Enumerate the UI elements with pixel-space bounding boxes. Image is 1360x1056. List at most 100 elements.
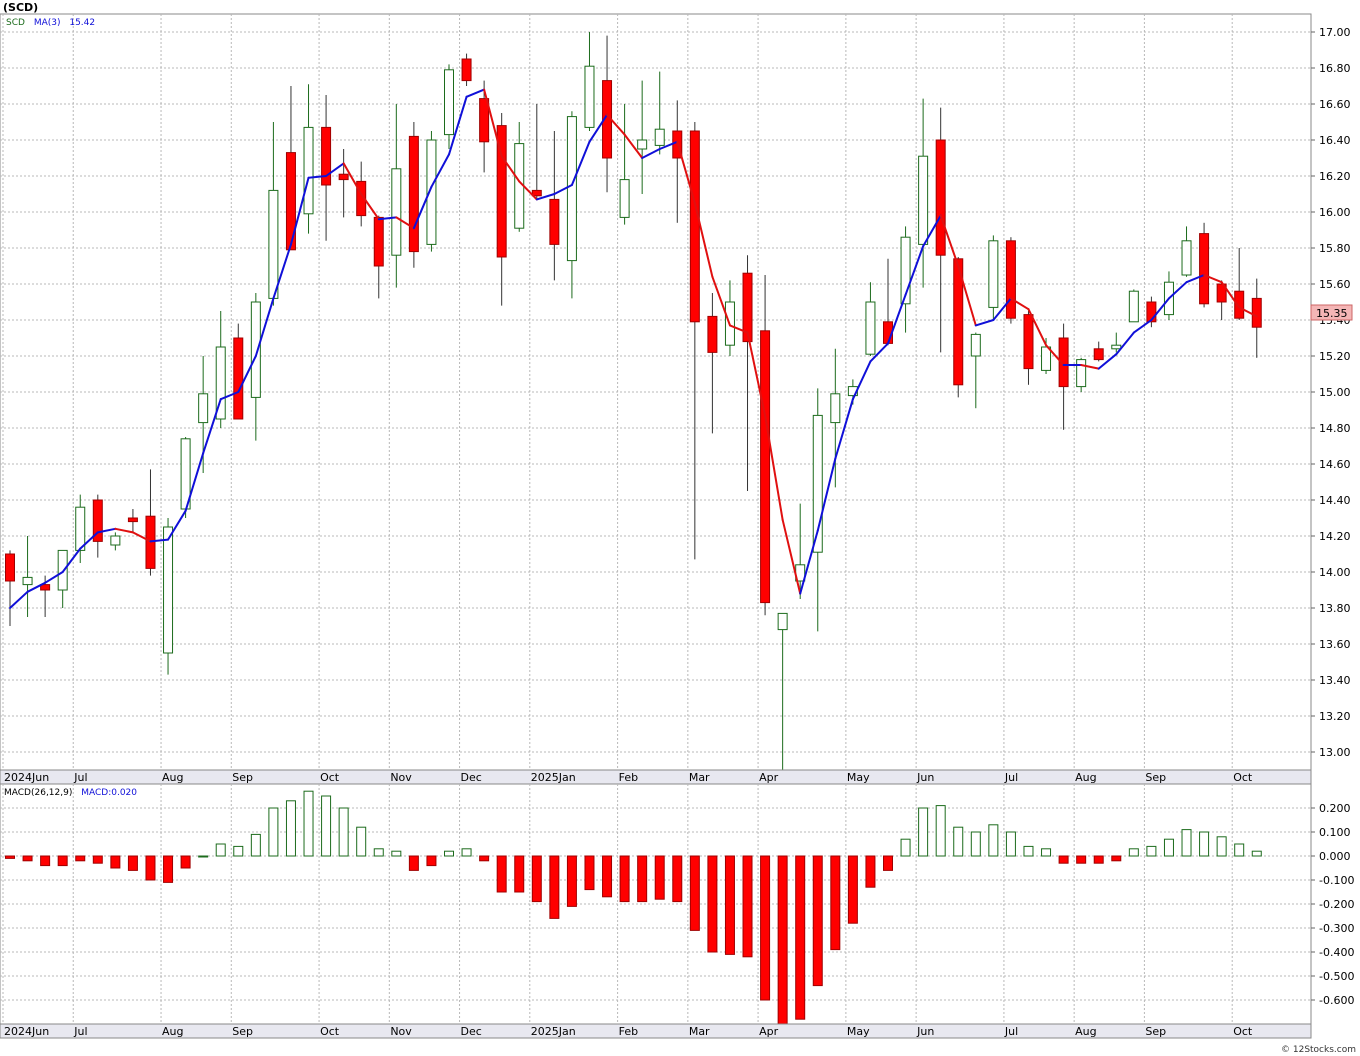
candle	[110, 532, 121, 551]
macd-tick-label: -0.300	[1319, 922, 1354, 935]
candle	[92, 494, 103, 558]
month-label: Apr	[759, 771, 779, 784]
macd-bar-negative	[180, 855, 191, 869]
candle-body-up	[57, 549, 68, 591]
ma-segment	[114, 527, 134, 534]
ma-segment	[711, 275, 731, 327]
ma-segment	[395, 216, 415, 230]
price-tick-label: 13.80	[1319, 602, 1351, 615]
ma-segment	[641, 148, 661, 159]
price-legend: SCD MA(3) 15.42	[6, 18, 95, 28]
candle-body-down	[1251, 297, 1262, 328]
candle	[953, 257, 964, 398]
macd-bar-negative	[531, 855, 542, 903]
candle-body-up	[75, 506, 86, 551]
candle-body-up	[1076, 359, 1087, 388]
candle-body-up	[777, 612, 788, 631]
candle-body-up	[584, 65, 595, 128]
ma-segment	[1115, 331, 1135, 356]
macd-bar-positive	[198, 855, 209, 858]
ma-segment	[887, 293, 907, 345]
candle	[22, 536, 33, 617]
candle-body-up	[918, 155, 929, 245]
macd-bar-negative	[812, 855, 823, 987]
candle	[250, 293, 261, 441]
candle-body-up	[830, 393, 841, 424]
month-label: Dec	[461, 771, 482, 784]
month-label: Feb	[619, 1025, 638, 1038]
ma-segment	[44, 571, 64, 584]
candle-body-up	[566, 116, 577, 262]
candle	[391, 104, 402, 288]
candle-body-down	[742, 272, 753, 343]
candle	[830, 348, 841, 488]
macd-bar-negative	[127, 855, 138, 871]
ma-segment	[851, 360, 872, 401]
price-panel: 13.00 13.20 13.40 13.60 13.80 14.00 14.20 14.40…	[0, 13, 1353, 774]
macd-bar-negative	[777, 855, 788, 1025]
macd-bar-positive	[900, 838, 911, 857]
month-label: Jun	[916, 771, 934, 784]
ma-segment	[606, 113, 626, 136]
ma-segment	[272, 243, 292, 300]
candle-body-up	[900, 236, 911, 305]
candle-body-up	[250, 301, 261, 398]
last-price-badge: 15.35	[1310, 304, 1353, 321]
ma-segment	[834, 398, 854, 460]
macd-bar-negative	[689, 855, 700, 931]
macd-bar-negative	[40, 855, 51, 867]
macd-bar-positive	[215, 843, 226, 857]
ma-segment	[219, 391, 240, 401]
candle	[1058, 323, 1069, 430]
macd-bar-negative	[549, 855, 560, 919]
candle-body-down	[373, 216, 384, 267]
macd-bar-negative	[5, 855, 15, 859]
ma-segment	[184, 452, 205, 512]
price-tick-label: 15.20	[1319, 350, 1351, 363]
month-label: Feb	[619, 771, 638, 784]
macd-grid	[0, 784, 1311, 1024]
ma-segment	[465, 88, 486, 98]
candle-body-up	[970, 333, 981, 357]
macd-tick-label: -0.400	[1319, 946, 1354, 959]
macd-bar-negative	[830, 855, 841, 951]
macd-bar-positive	[970, 831, 981, 857]
candle	[426, 131, 437, 252]
macd-bar-negative	[742, 855, 753, 958]
candle-body-down	[707, 315, 718, 353]
candle	[865, 282, 876, 356]
month-label: May	[847, 1025, 870, 1038]
macd-bar-positive	[250, 833, 261, 857]
ma-segment	[483, 88, 503, 158]
macd-bar-negative	[1093, 855, 1104, 864]
month-label: Oct	[320, 1025, 340, 1038]
macd-histogram	[5, 790, 1262, 1025]
moving-average-line	[9, 88, 1258, 609]
macd-tick-label: -0.600	[1319, 994, 1354, 1007]
macd-bar-negative	[1111, 855, 1122, 862]
ma-segment	[939, 214, 960, 267]
month-label: Sep	[1145, 1025, 1166, 1038]
month-label: Jul	[1004, 1025, 1018, 1038]
ma-segment	[360, 193, 380, 221]
price-tick-label: 16.60	[1319, 98, 1351, 111]
macd-bar-negative	[110, 855, 121, 869]
candle	[1199, 222, 1210, 308]
macd-bar-negative	[865, 855, 876, 888]
macd-bar-positive	[285, 800, 296, 857]
candle-body-down	[285, 152, 296, 251]
candle	[935, 107, 946, 353]
candle	[1128, 289, 1139, 323]
macd-bar-negative	[75, 855, 86, 862]
candle	[1005, 237, 1016, 324]
candle	[531, 104, 542, 200]
macd-bar-negative	[795, 855, 806, 1020]
candle-body-down	[549, 198, 560, 245]
month-label: 2025Jan	[531, 771, 576, 784]
candle	[479, 80, 490, 173]
candle-body-down	[1146, 301, 1157, 323]
candle-body-down	[479, 98, 490, 143]
price-tick-label: 13.20	[1319, 710, 1351, 723]
candle	[215, 311, 226, 428]
